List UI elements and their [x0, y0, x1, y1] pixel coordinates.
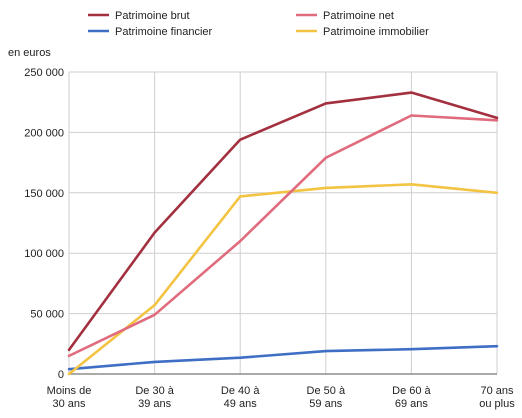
y-tick-label: 150 000	[24, 188, 64, 200]
series-line-patrimoine-financier	[67, 344, 499, 371]
series-line-patrimoine-brut	[67, 91, 499, 352]
x-tick-label: De 40 à 49 ans	[221, 385, 260, 410]
x-tick-label: De 60 à 69 ans	[392, 385, 431, 410]
x-tick-label: Moins de 30 ans	[47, 385, 92, 410]
legend: Patrimoine brut Patrimoine net Patrimoine …	[88, 10, 429, 38]
legend-label: Patrimoine financier	[115, 26, 213, 38]
y-tick-label: 50 000	[30, 309, 64, 321]
x-tick-label: 70 ans ou plus	[479, 385, 515, 410]
x-axis-ticks: Moins de 30 ans De 30 à 39 ans De 40 à 49 ans…	[47, 385, 516, 410]
y-tick-label: 100 000	[24, 248, 64, 260]
y-axis-ticks: 0 50 000 100 000 150 000 200 000 250 000	[24, 67, 64, 381]
series-line-patrimoine-immobilier	[67, 183, 499, 376]
y-axis-label: en euros	[8, 47, 51, 59]
y-tick-label: 200 000	[24, 127, 64, 139]
grid	[68, 71, 498, 375]
x-tick-label: De 50 à 59 ans	[307, 385, 346, 410]
series-lines	[67, 91, 499, 376]
series-line-patrimoine-net	[67, 114, 499, 358]
legend-label: Patrimoine net	[323, 10, 394, 22]
legend-label: Patrimoine immobilier	[323, 26, 429, 38]
legend-label: Patrimoine brut	[115, 10, 190, 22]
x-tick-label: De 30 à 39 ans	[135, 385, 174, 410]
y-tick-label: 250 000	[24, 67, 64, 79]
y-tick-label: 0	[58, 369, 64, 381]
